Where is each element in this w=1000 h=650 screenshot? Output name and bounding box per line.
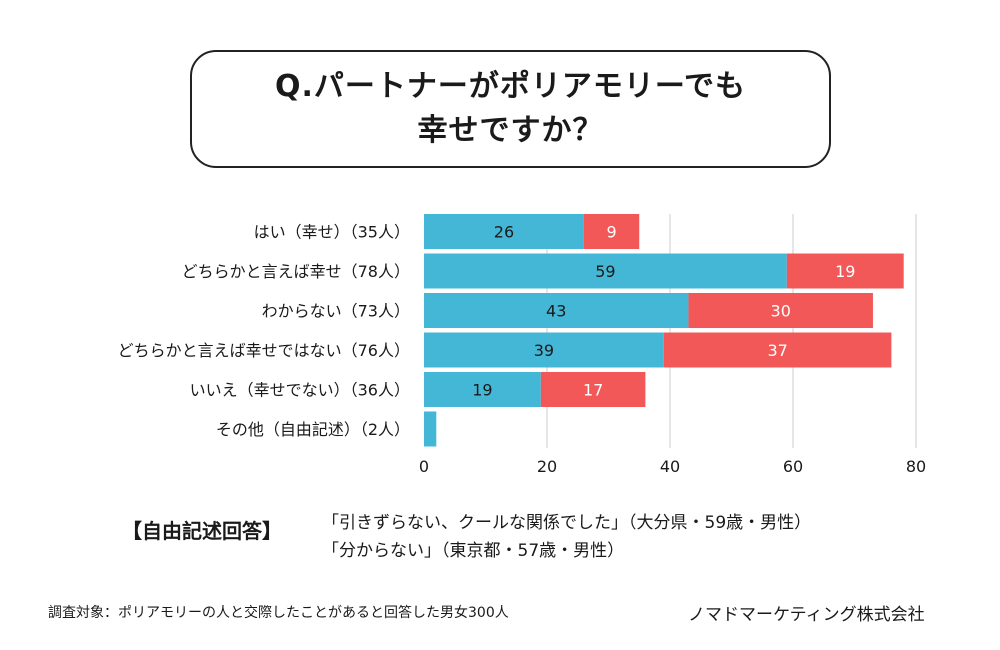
bar-value-label: 39 — [534, 341, 554, 360]
x-tick-label: 80 — [906, 457, 926, 476]
x-axis-ticks: 0 20 40 60 80 — [419, 457, 926, 476]
bar-segment-series-2 — [583, 214, 640, 249]
free-answer-item: 「引きずらない、クールな関係でした」（大分県・59歳・男性） — [322, 513, 812, 533]
x-tick-label: 40 — [660, 457, 680, 476]
bar-value-label: 43 — [546, 302, 566, 321]
category-label: はい（幸せ）（35人） — [254, 223, 410, 242]
x-tick-label: 20 — [537, 457, 557, 476]
category-label: どちらかと言えば幸せではない（76人） — [118, 341, 410, 360]
bar-segment-series-2 — [540, 372, 646, 407]
grid-lines — [546, 214, 917, 448]
bar-segment-series-2 — [688, 293, 873, 328]
company-name: ノマドマーケティング株式会社 — [688, 605, 925, 625]
bar-segment-series-1 — [424, 332, 664, 368]
category-label: わからない（73人） — [262, 302, 410, 321]
bar-segment-series-2 — [663, 332, 892, 368]
title-line-1: Q.パートナーがポリアモリーでも — [274, 69, 747, 104]
category-labels: はい（幸せ）（35人） どちらかと言えば幸せ（78人） わからない（73人） どちらか… — [118, 223, 410, 440]
bar-value-label: 30 — [771, 302, 791, 321]
bar-segment-series-1 — [424, 411, 437, 447]
category-label: どちらかと言えば幸せ（78人） — [182, 262, 410, 281]
bar-value-label: 9 — [606, 223, 616, 242]
bar-value-label: 37 — [767, 341, 787, 360]
x-tick-label: 60 — [783, 457, 803, 476]
bar-segment-series-1 — [424, 214, 584, 249]
bar-segment-series-1 — [424, 253, 787, 289]
bar-segment-series-1 — [424, 293, 689, 328]
bar-value-label: 26 — [494, 223, 514, 242]
x-tick-label: 0 — [419, 457, 429, 476]
free-answers-list: 「引きずらない、クールな関係でした」（大分県・59歳・男性） 「分からない」（東… — [322, 509, 811, 565]
title-line-2: 幸せですか？ — [417, 113, 604, 148]
bar-value-label: 19 — [835, 262, 855, 281]
bar-value-label: 59 — [595, 262, 615, 281]
free-answer-item: 「分からない」（東京都・57歳・男性） — [322, 541, 625, 561]
bars: 26 9 59 19 43 30 39 37 19 17 — [424, 214, 904, 447]
bar-value-label: 17 — [583, 381, 603, 400]
bar-segment-series-1 — [424, 372, 541, 407]
free-answers-heading: 【自由記述回答】 — [122, 519, 282, 543]
category-label: いいえ（幸せでない）（36人） — [190, 381, 410, 400]
title-box: Q.パートナーがポリアモリーでも 幸せですか？ — [190, 50, 831, 168]
bar-value-label: 19 — [472, 381, 492, 400]
category-label: その他（自由記述）（2人） — [216, 420, 410, 439]
survey-note: 調査対象：ポリアモリーの人と交際したことがあると回答した男女300人 — [48, 605, 509, 621]
bar-segment-series-2 — [786, 253, 904, 289]
